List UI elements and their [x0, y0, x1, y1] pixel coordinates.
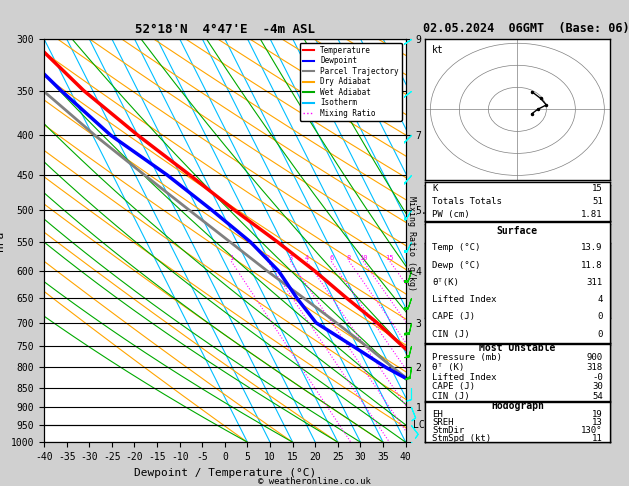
Text: CAPE (J): CAPE (J) [432, 312, 475, 321]
Text: -0: -0 [592, 397, 603, 406]
Text: 0: 0 [598, 330, 603, 339]
Text: 51: 51 [592, 197, 603, 206]
Y-axis label: km
ASL: km ASL [449, 241, 467, 262]
Text: Dewp (°C): Dewp (°C) [432, 260, 481, 270]
Text: 0: 0 [598, 330, 603, 339]
Text: 900: 900 [587, 365, 603, 374]
Text: 6: 6 [329, 255, 333, 261]
Text: Totals Totals: Totals Totals [432, 197, 502, 206]
Text: CAPE (J): CAPE (J) [432, 312, 475, 322]
Text: Dewp (°C): Dewp (°C) [432, 261, 481, 271]
Text: PW (cm): PW (cm) [432, 210, 470, 219]
Text: CAPE (J): CAPE (J) [432, 414, 475, 422]
Text: 13.9: 13.9 [581, 243, 603, 252]
Text: Hodograph: Hodograph [491, 276, 544, 286]
Text: Totals Totals: Totals Totals [432, 198, 502, 208]
Text: 311: 311 [587, 278, 603, 288]
Text: Temp (°C): Temp (°C) [432, 243, 481, 252]
Text: Pressure (mb): Pressure (mb) [432, 353, 502, 363]
Text: StmSpd (kt): StmSpd (kt) [432, 434, 491, 443]
Text: Mixing Ratio (g/kg): Mixing Ratio (g/kg) [408, 195, 416, 291]
Text: CIN (J): CIN (J) [432, 430, 470, 439]
Text: PW (cm): PW (cm) [432, 210, 470, 220]
Text: 130°: 130° [581, 426, 603, 434]
Text: 311: 311 [587, 278, 603, 287]
Text: EH: EH [432, 410, 443, 418]
Text: K: K [432, 186, 437, 195]
Text: LCL: LCL [413, 420, 430, 430]
Text: θᵀ(K): θᵀ(K) [432, 278, 459, 287]
Text: CIN (J): CIN (J) [432, 330, 470, 339]
Text: 4: 4 [598, 295, 603, 305]
Text: 11: 11 [592, 434, 603, 443]
Text: 15: 15 [592, 186, 603, 195]
Text: 19: 19 [592, 410, 603, 418]
Text: StmDir: StmDir [432, 426, 464, 434]
Text: Pressure (mb): Pressure (mb) [432, 365, 502, 374]
Text: 1.81: 1.81 [581, 210, 603, 220]
Text: 1.81: 1.81 [581, 210, 603, 219]
Text: Hodograph: Hodograph [491, 401, 544, 411]
Text: Lifted Index: Lifted Index [432, 295, 496, 304]
Text: 15: 15 [592, 184, 603, 193]
Text: 3: 3 [288, 255, 292, 261]
Text: 1: 1 [229, 255, 233, 261]
Text: 02.05.2024  06GMT  (Base: 06): 02.05.2024 06GMT (Base: 06) [423, 22, 629, 35]
Text: 54: 54 [592, 392, 603, 400]
Text: 51: 51 [592, 198, 603, 208]
Y-axis label: hPa: hPa [0, 230, 5, 251]
Text: 8: 8 [347, 255, 351, 261]
Text: CIN (J): CIN (J) [432, 392, 470, 400]
Text: 0: 0 [598, 312, 603, 322]
Text: Lifted Index: Lifted Index [432, 373, 496, 382]
Text: 0: 0 [598, 312, 603, 321]
Text: 13: 13 [592, 417, 603, 427]
Text: Temp (°C): Temp (°C) [432, 244, 481, 254]
Text: 30: 30 [592, 382, 603, 391]
Text: 318: 318 [587, 363, 603, 372]
Text: kt: kt [432, 45, 443, 54]
X-axis label: Dewpoint / Temperature (°C): Dewpoint / Temperature (°C) [134, 468, 316, 478]
Text: 54: 54 [592, 430, 603, 439]
Text: 13.9: 13.9 [581, 244, 603, 254]
Title: 52°18'N  4°47'E  -4m ASL: 52°18'N 4°47'E -4m ASL [135, 23, 315, 36]
Text: 318: 318 [587, 381, 603, 390]
Text: 900: 900 [587, 353, 603, 363]
Text: -0: -0 [592, 373, 603, 382]
Text: 11.8: 11.8 [581, 260, 603, 270]
Text: Surface: Surface [497, 226, 538, 236]
Text: CIN (J): CIN (J) [432, 330, 470, 339]
Text: 15: 15 [386, 255, 394, 261]
Text: θᵀ (K): θᵀ (K) [432, 381, 464, 390]
Text: 4: 4 [305, 255, 309, 261]
Text: θᵀ (K): θᵀ (K) [432, 363, 464, 372]
Text: Most Unstable: Most Unstable [479, 348, 555, 358]
Text: K: K [432, 184, 437, 193]
Text: Lifted Index: Lifted Index [432, 397, 496, 406]
Text: 10: 10 [359, 255, 367, 261]
Text: 4: 4 [598, 295, 603, 304]
Text: Most Unstable: Most Unstable [479, 344, 555, 353]
Text: Lifted Index: Lifted Index [432, 295, 496, 305]
Text: θᵀ(K): θᵀ(K) [432, 278, 459, 288]
Text: 30: 30 [592, 414, 603, 422]
Text: 11.8: 11.8 [581, 261, 603, 271]
Text: 2: 2 [265, 255, 270, 261]
Text: Surface: Surface [497, 227, 538, 237]
Legend: Temperature, Dewpoint, Parcel Trajectory, Dry Adiabat, Wet Adiabat, Isotherm, Mi: Temperature, Dewpoint, Parcel Trajectory… [299, 43, 402, 121]
Text: © weatheronline.co.uk: © weatheronline.co.uk [258, 477, 371, 486]
Text: SREH: SREH [432, 417, 454, 427]
Text: CAPE (J): CAPE (J) [432, 382, 475, 391]
